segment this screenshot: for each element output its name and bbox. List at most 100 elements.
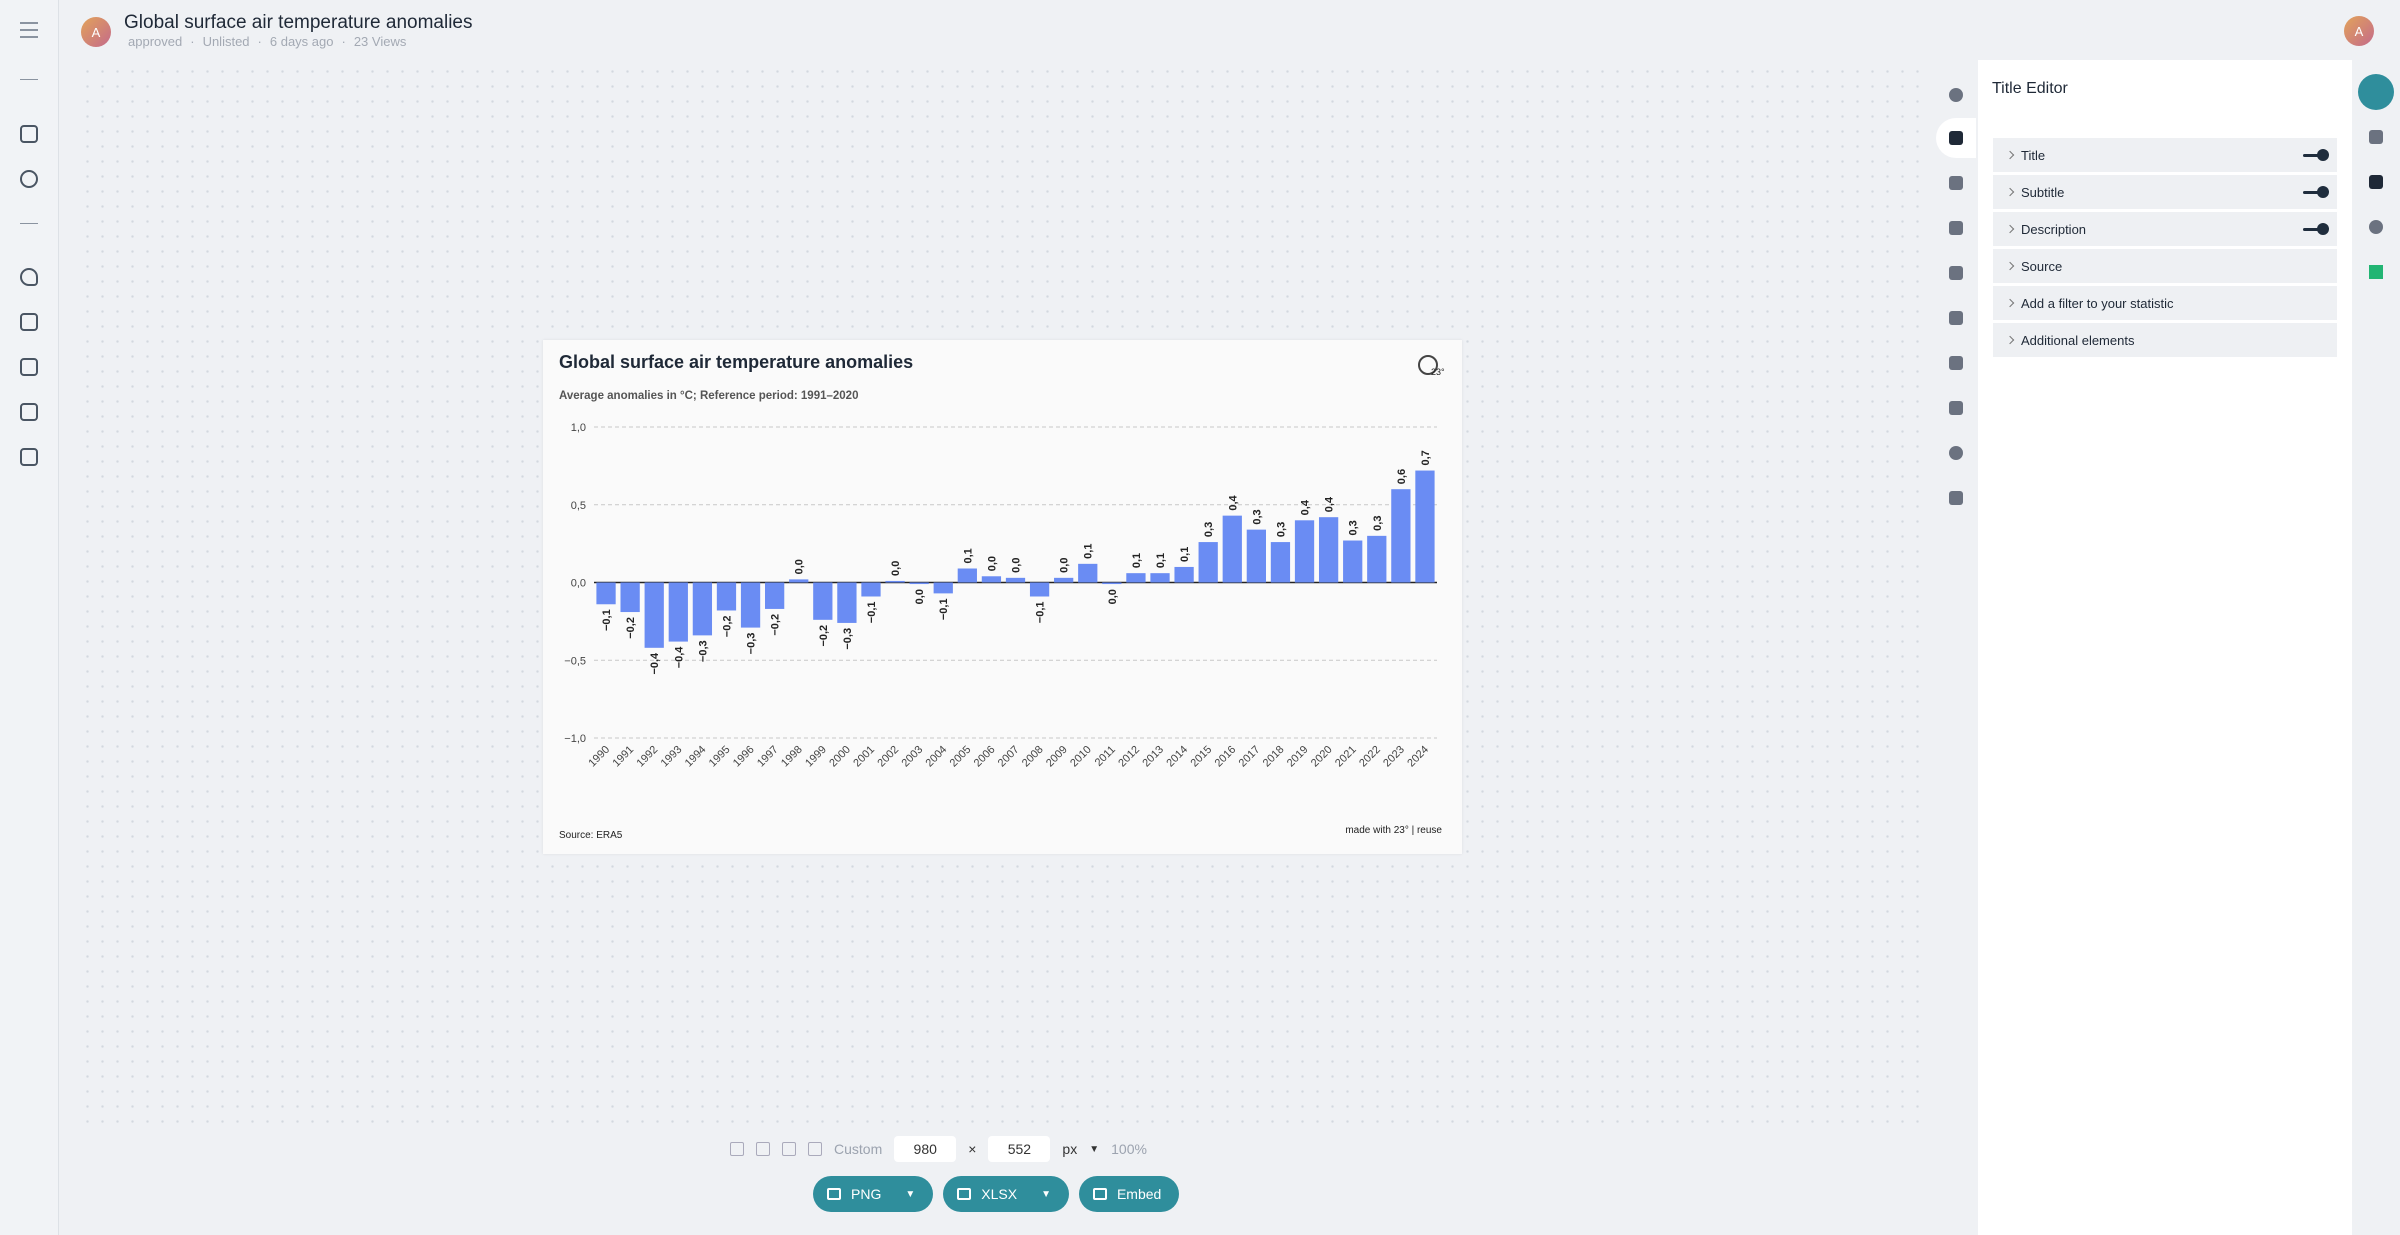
create-icon[interactable] [20, 170, 38, 188]
value-label: 0,0 [986, 556, 998, 571]
x-tick-label: 2002 [875, 744, 901, 770]
value-label: 0,4 [1324, 496, 1336, 512]
size-toolbar: Custom 980 × 552 px ▼ 100% [730, 1136, 1147, 1162]
learn-icon[interactable] [20, 448, 38, 466]
bar [1005, 577, 1026, 583]
bar [813, 582, 833, 620]
phone-size[interactable] [730, 1142, 744, 1156]
brand-icon[interactable] [2369, 265, 2383, 279]
chart-icon[interactable] [1949, 221, 1963, 235]
home-icon[interactable] [20, 125, 38, 143]
comment-icon[interactable] [1949, 266, 1963, 280]
value-label: −0,3 [842, 628, 854, 650]
bar [837, 582, 857, 623]
style-icon[interactable] [1949, 176, 1963, 190]
x-tick-label: 2013 [1140, 744, 1166, 770]
chart-card: Global surface air temperature anomalies… [543, 340, 1462, 854]
value-label: −0,4 [649, 652, 661, 675]
image-icon[interactable] [20, 358, 38, 376]
export-button[interactable]: Embed [1078, 1176, 1180, 1212]
height-input[interactable]: 552 [988, 1136, 1051, 1162]
data-icon[interactable] [2369, 130, 2383, 144]
toggle[interactable] [2303, 186, 2329, 198]
review-icon[interactable] [1949, 356, 1963, 370]
editor-panel: Title Editor Title Subtitle Description Sou… [1978, 60, 2352, 1235]
x-tick-label: 2009 [1044, 744, 1070, 770]
width-input[interactable]: 980 [894, 1136, 957, 1162]
export-button[interactable]: PNG ▼ [813, 1176, 934, 1212]
bar [1294, 520, 1315, 583]
menu-icon[interactable] [20, 22, 38, 24]
meta-item: Unlisted [190, 34, 250, 49]
editor-row[interactable]: Additional elements [1993, 323, 2337, 357]
save-button[interactable] [2358, 74, 2394, 110]
folder-icon[interactable] [20, 313, 38, 331]
settings-icon[interactable] [20, 403, 38, 421]
editor-row[interactable]: Title [1993, 138, 2337, 172]
value-label: 0,4 [1227, 494, 1239, 510]
editor-row[interactable]: Source [1993, 249, 2337, 283]
x-tick-label: 2008 [1020, 744, 1046, 770]
editor-row[interactable]: Description [1993, 212, 2337, 246]
bar [1415, 470, 1435, 583]
x-tick-label: 2017 [1237, 744, 1263, 770]
meta-item: 23 Views [341, 34, 407, 49]
tablet-size[interactable] [756, 1142, 770, 1156]
x-tick-label: 1998 [779, 744, 805, 770]
export-button[interactable]: XLSX ▼ [943, 1176, 1069, 1212]
value-label: 0,0 [1107, 589, 1119, 604]
unit-select[interactable]: px [1062, 1141, 1078, 1157]
value-label: 0,1 [1083, 544, 1095, 559]
favorites-icon[interactable] [20, 268, 38, 286]
edit-icon[interactable] [2369, 175, 2383, 189]
toggle[interactable] [2303, 223, 2329, 235]
x-tick-label: 1990 [586, 744, 612, 770]
row-label: Source [2021, 258, 2063, 274]
x-tick-label: 2011 [1093, 744, 1118, 769]
chart-source: Source: ERA5 [559, 830, 623, 841]
bar [909, 582, 929, 585]
gear-icon[interactable] [1949, 446, 1963, 460]
bar [765, 582, 785, 609]
button-label: XLSX [981, 1186, 1018, 1202]
undo-icon[interactable] [2369, 220, 2383, 234]
bar [981, 576, 1002, 583]
preview-icon[interactable] [1949, 88, 1963, 102]
value-label: 0,0 [1011, 558, 1023, 573]
value-label: −0,2 [818, 625, 830, 647]
x-tick-label: 2001 [851, 744, 877, 770]
x-tick-label: 2012 [1116, 744, 1142, 770]
value-label: 0,0 [1059, 558, 1071, 573]
value-label: 0,1 [962, 548, 974, 563]
x-tick-label: 2010 [1068, 744, 1094, 770]
bar [1198, 542, 1218, 583]
zoom[interactable]: 100% [1111, 1141, 1147, 1157]
laptop-size[interactable] [782, 1142, 796, 1156]
bar [957, 568, 977, 583]
editor-row[interactable]: Subtitle [1993, 175, 2337, 209]
branch-icon[interactable] [1949, 401, 1963, 415]
text-icon[interactable] [1949, 131, 1963, 145]
layout-icon[interactable] [1949, 311, 1963, 325]
bar [933, 582, 953, 594]
value-label: −0,1 [866, 601, 878, 623]
toggle[interactable] [2303, 149, 2329, 161]
bar [1078, 563, 1098, 583]
x-tick-label: 2024 [1405, 744, 1431, 770]
size-preset[interactable]: Custom [834, 1141, 883, 1157]
bar [1150, 573, 1170, 583]
chart-credit[interactable]: made with 23° | reuse [1345, 825, 1442, 836]
fullscreen-size[interactable] [808, 1142, 822, 1156]
x-tick-label: 1999 [803, 744, 829, 770]
page-title[interactable]: Global surface air temperature anomalies [124, 12, 473, 33]
editor-title: Title Editor [1992, 80, 2068, 97]
value-label: −0,1 [601, 609, 613, 631]
user-avatar[interactable]: A [2344, 16, 2374, 46]
paint-icon[interactable] [1949, 491, 1963, 505]
divider [20, 79, 38, 80]
bar [1367, 535, 1387, 583]
button-label: PNG [851, 1186, 882, 1202]
value-label: 0,3 [1348, 520, 1360, 535]
editor-row[interactable]: Add a filter to your statistic [1993, 286, 2337, 320]
